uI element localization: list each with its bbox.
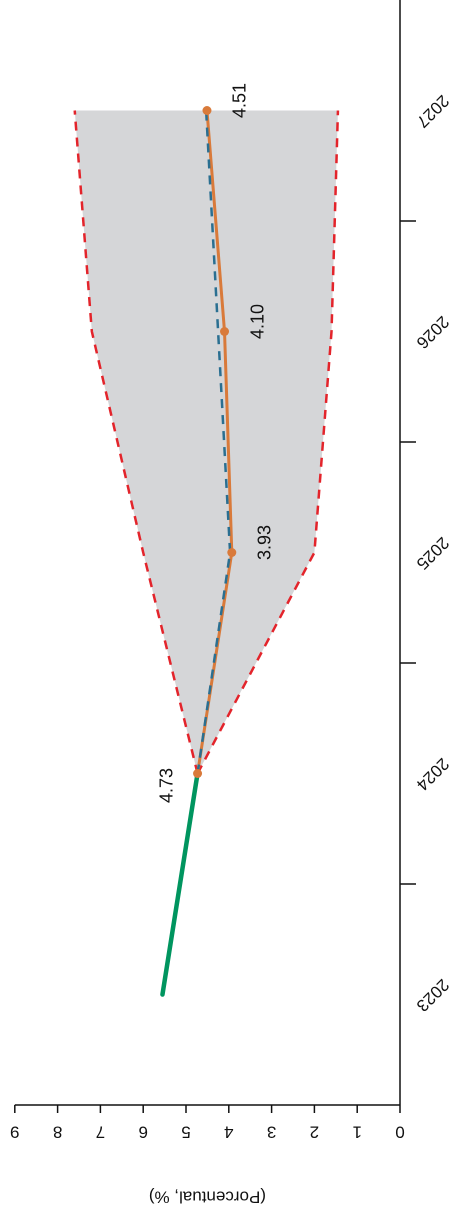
y-tick-label-7: 7	[96, 1123, 105, 1142]
data-labels: 4.73 3.93 4.10 4.51	[156, 83, 274, 803]
confidence-band-area	[74, 110, 338, 774]
y-axis-label: (Porcentual, %)	[149, 1188, 266, 1207]
forecast-point-2026	[220, 327, 230, 336]
data-label-2025: 3.93	[255, 525, 275, 560]
confidence-band	[74, 110, 338, 774]
y-tick-label-5: 5	[181, 1123, 190, 1142]
lower-bound-line	[196, 110, 340, 775]
data-label-2024: 4.73	[156, 768, 176, 803]
y-tick-label-6: 6	[138, 1123, 147, 1142]
y-tick-label-2: 2	[310, 1123, 319, 1142]
series-lines	[73, 109, 340, 997]
forecast-point-2025	[227, 548, 237, 557]
data-markers	[193, 106, 237, 778]
forecast-line	[196, 109, 234, 775]
y-axis-ticks: 0 1 2 3 4 5 6 7 8 9	[10, 1105, 405, 1142]
y-tick-label-1: 1	[352, 1123, 361, 1142]
y-tick-label-0: 0	[395, 1123, 404, 1142]
x-tick-label-2023: 2023	[413, 975, 453, 1015]
data-label-2026: 4.10	[247, 304, 267, 339]
forecast-point-2027	[202, 106, 212, 115]
y-tick-label-9: 9	[10, 1123, 19, 1142]
axes	[14, 0, 401, 1106]
x-tick-label-2026: 2026	[413, 312, 453, 352]
x-tick-label-2024: 2024	[413, 754, 453, 794]
forecast-point-2024	[193, 769, 203, 778]
x-tick-label-2027: 2027	[413, 91, 453, 131]
x-axis-ticks: 2023 2024 2025 2026 2027	[400, 91, 453, 1015]
y-tick-label-8: 8	[53, 1123, 62, 1142]
x-tick-label-2025: 2025	[413, 533, 453, 573]
y-tick-label-4: 4	[224, 1123, 233, 1142]
y-tick-label-3: 3	[267, 1123, 276, 1142]
upper-bound-line	[73, 110, 199, 774]
data-label-2027: 4.51	[230, 83, 250, 118]
historical-line	[160, 771, 200, 997]
